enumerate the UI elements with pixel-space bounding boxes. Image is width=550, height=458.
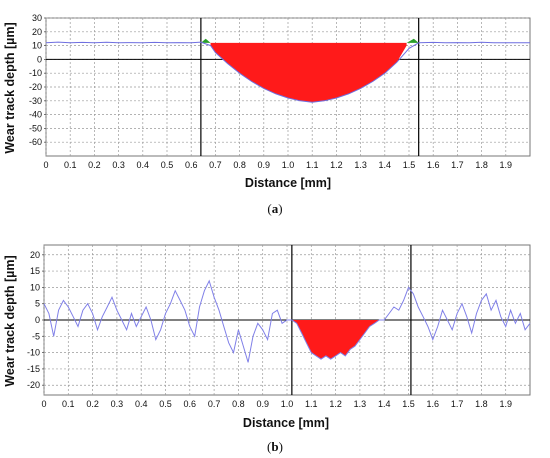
x-tick-label: 1.0: [282, 160, 295, 170]
pileup-fill: [200, 38, 211, 43]
x-tick-label: 0.2: [88, 160, 101, 170]
x-tick-label: 0.4: [137, 160, 150, 170]
y-tick-label: 0: [35, 315, 40, 325]
caption-a-open: (: [267, 201, 271, 216]
x-tick-label: 1.0: [281, 399, 294, 409]
y-tick-label: 5: [35, 299, 40, 309]
y-tick-label: -60: [29, 137, 42, 147]
x-tick-label: 0.8: [233, 160, 246, 170]
x-tick-label: 0.1: [64, 160, 77, 170]
x-axis-label-b: Distance [mm]: [243, 416, 329, 430]
y-axis-label-b: Wear track depth [µm]: [3, 255, 17, 386]
y-ticks-b: 20 15 10 5 0 -5 -10 -15 -20: [27, 250, 44, 390]
x-tick-label: 0.1: [62, 399, 75, 409]
y-tick-label: -40: [29, 110, 42, 120]
x-ticks-b: 0 0.1 0.2 0.3 0.4 0.5 0.6 0.7 0.8 0.9 1.0 1.1 1.2 1.3…: [41, 399, 511, 409]
y-tick-label: -50: [29, 123, 42, 133]
y-ticks-a: 30 20 10 0 -10 -20 -30 -40 -50 -60: [29, 13, 46, 147]
x-tick-label: 0.7: [209, 160, 222, 170]
y-tick-label: 15: [30, 266, 40, 276]
y-tick-label: 30: [32, 13, 42, 23]
y-tick-label: 10: [32, 41, 42, 51]
x-tick-label: 0.9: [258, 160, 271, 170]
profile-line: [43, 279, 531, 363]
y-tick-label: -15: [27, 364, 40, 374]
profile-line: [45, 41, 530, 103]
x-tick-label: 1.9: [500, 160, 513, 170]
x-tick-label: 1.1: [306, 160, 319, 170]
boundary-markers-a: [200, 18, 420, 156]
worn-area-b: [291, 320, 385, 360]
x-tick-label: 1.7: [451, 160, 464, 170]
y-axis-label-a: Wear track depth [µm]: [3, 22, 17, 153]
y-tick-label: -10: [27, 348, 40, 358]
pileup-fill: [406, 38, 419, 43]
y-tick-label: -10: [29, 68, 42, 78]
caption-b-close: ): [279, 439, 283, 454]
x-tick-label: 0.6: [185, 160, 198, 170]
x-ticks-a: 0 0.1 0.2 0.3 0.4 0.5 0.6 0.7 0.8 0.9 1.0 1.1 1.2 1.3…: [43, 160, 512, 170]
y-tick-label: -20: [29, 82, 42, 92]
x-tick-label: 1.9: [499, 399, 512, 409]
caption-b-open: (: [267, 439, 271, 454]
caption-a-letter: a: [272, 201, 279, 216]
x-tick-label: 1.7: [451, 399, 464, 409]
x-tick-label: 1.1: [305, 399, 318, 409]
x-tick-label: 1.3: [354, 160, 367, 170]
y-tick-label: 10: [30, 282, 40, 292]
x-axis-label-a: Distance [mm]: [245, 176, 331, 190]
x-tick-label: 1.4: [379, 160, 392, 170]
x-tick-label: 0.9: [256, 399, 269, 409]
y-tick-label: 0: [37, 54, 42, 64]
y-tick-label: -20: [27, 380, 40, 390]
y-tick-label: 20: [32, 27, 42, 37]
x-tick-label: 1.8: [475, 160, 488, 170]
pileup-a: [200, 38, 419, 43]
x-tick-label: 0.5: [161, 160, 174, 170]
x-tick-label: 1.6: [427, 160, 440, 170]
caption-b: (b): [267, 439, 283, 454]
x-tick-label: 0.7: [208, 399, 221, 409]
x-tick-label: 1.4: [378, 399, 391, 409]
x-tick-label: 0.6: [184, 399, 197, 409]
worn-area-a: [210, 42, 407, 103]
x-tick-label: 1.6: [427, 399, 440, 409]
x-tick-label: 1.3: [354, 399, 367, 409]
caption-a: (a): [267, 201, 282, 216]
x-tick-label: 1.5: [402, 399, 415, 409]
x-tick-label: 0.3: [111, 399, 124, 409]
x-tick-label: 0.8: [232, 399, 245, 409]
worn-area-fill: [291, 320, 385, 360]
y-tick-label: -30: [29, 96, 42, 106]
x-tick-label: 1.2: [329, 399, 342, 409]
y-tick-label: 20: [30, 250, 40, 260]
x-tick-label: 0.3: [112, 160, 125, 170]
x-tick-label: 1.5: [403, 160, 416, 170]
x-tick-label: 0: [41, 399, 46, 409]
worn-area-fill: [210, 42, 407, 103]
y-tick-label: -5: [32, 331, 40, 341]
caption-a-close: ): [278, 201, 282, 216]
x-tick-label: 0.4: [135, 399, 148, 409]
x-tick-label: 1.8: [475, 399, 488, 409]
profile-line-a: [45, 41, 530, 103]
caption-b-letter: b: [271, 439, 278, 454]
x-tick-label: 0.5: [159, 399, 172, 409]
x-tick-label: 0.2: [86, 399, 99, 409]
x-tick-label: 0: [43, 160, 48, 170]
x-tick-label: 1.2: [330, 160, 343, 170]
profile-line-b: [43, 279, 531, 363]
